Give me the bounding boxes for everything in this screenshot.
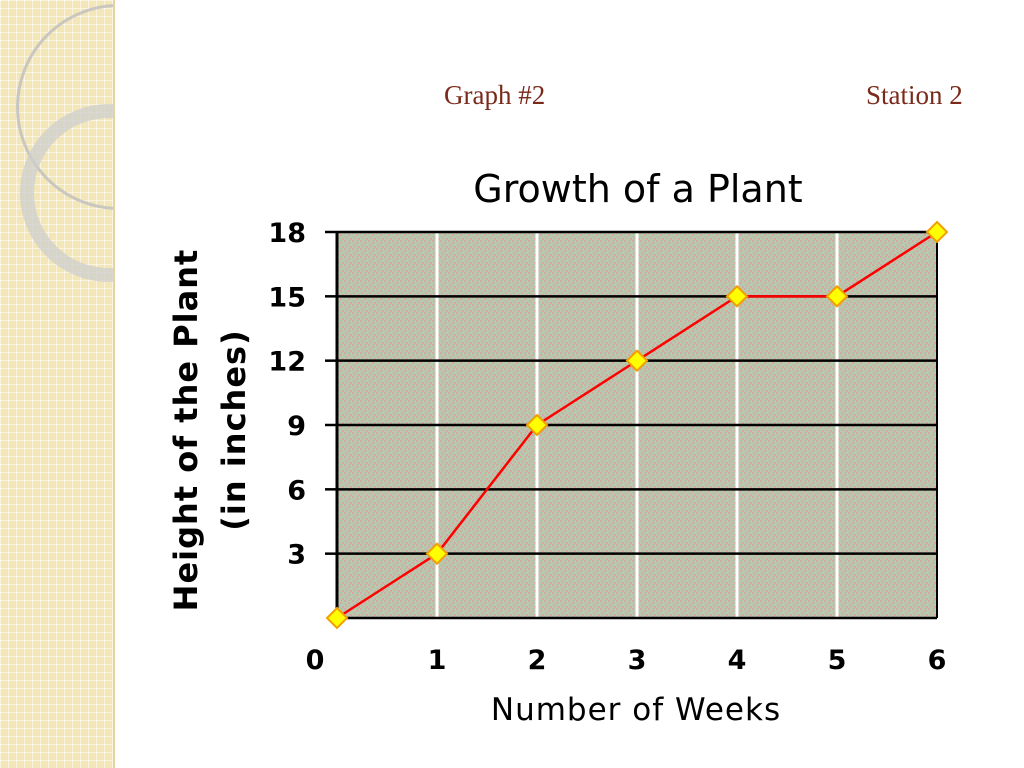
x-tick-label: 2 [528, 645, 547, 676]
x-tick-label: 6 [928, 645, 947, 676]
data-point-marker [325, 606, 349, 630]
x-tick-label: 3 [628, 645, 647, 676]
data-point-marker [925, 220, 949, 244]
y-tick-label: 9 [287, 411, 306, 442]
slide-header-graph-number: Graph #2 [444, 80, 546, 110]
y-tick-label: 18 [268, 218, 306, 249]
data-point-marker [525, 413, 549, 437]
decorative-side-strip [0, 0, 115, 768]
x-tick-label: 5 [828, 645, 847, 676]
y-tick-label: 12 [268, 347, 306, 378]
data-point-marker [725, 284, 749, 308]
y-tick-label: 15 [268, 282, 306, 313]
x-tick-label: 0 [306, 645, 325, 676]
data-point-marker [625, 349, 649, 373]
y-tick-label: 3 [287, 540, 306, 571]
x-axis-label: Number of Weeks [491, 692, 781, 728]
x-tick-label: 4 [728, 645, 747, 676]
chart-title: Growth of a Plant [473, 167, 802, 211]
y-axis-label-line2: (in inches) [215, 329, 253, 530]
x-tick-label: 1 [428, 645, 447, 676]
data-point-marker [425, 542, 449, 566]
slide-header-station: Station 2 [866, 80, 963, 110]
y-axis-label-line1: Height of the Plant [167, 249, 205, 612]
data-point-marker [825, 284, 849, 308]
y-tick-label: 6 [287, 475, 306, 506]
